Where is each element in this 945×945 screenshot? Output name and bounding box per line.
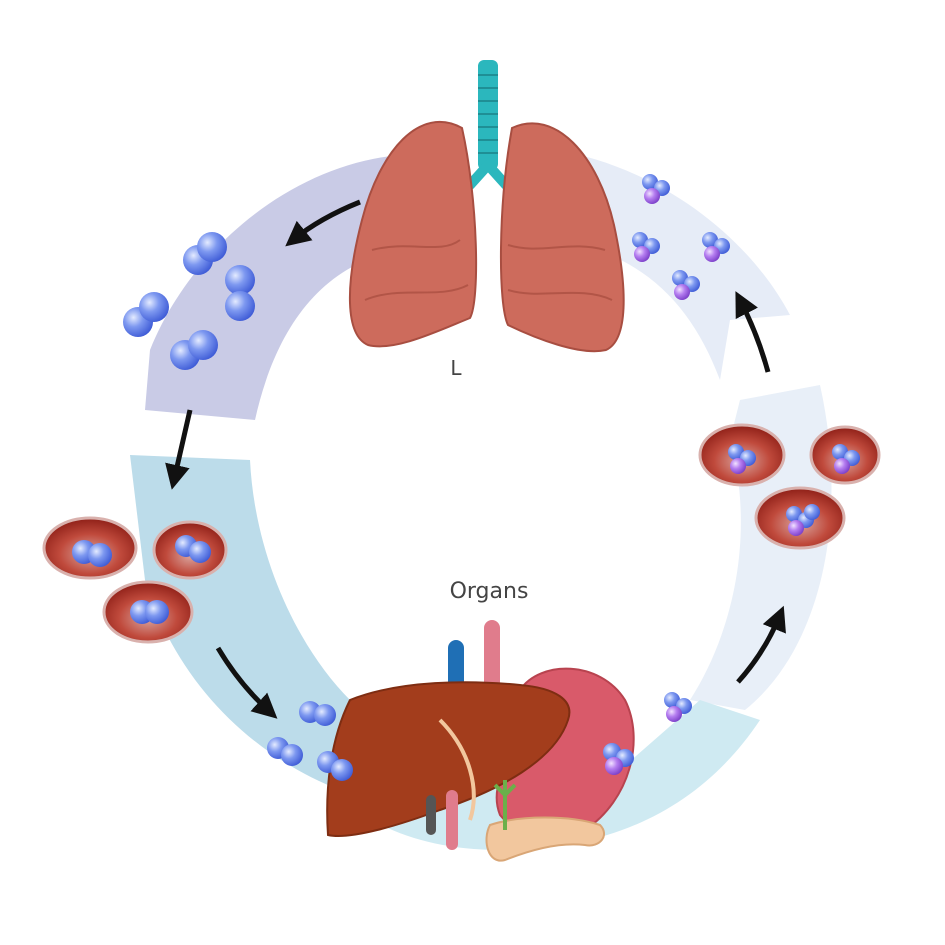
blue-molecule-icon xyxy=(317,751,353,781)
red-blood-cell-icon xyxy=(698,423,786,487)
purple-molecule-icon xyxy=(642,174,670,204)
blue-molecule-icon xyxy=(170,330,218,370)
red-blood-cell-icon xyxy=(809,425,881,485)
blue-molecule-icon xyxy=(183,232,227,275)
right-lung xyxy=(499,122,625,353)
lungs-icon xyxy=(349,60,625,353)
cycle-arrow-icon xyxy=(165,409,193,490)
organs-icon xyxy=(326,620,635,862)
band-right xyxy=(690,385,832,710)
cycle-arrow-icon xyxy=(215,646,278,719)
red-blood-cell-icon xyxy=(102,580,194,644)
purple-molecule-icon xyxy=(702,232,730,262)
band-bottom xyxy=(340,700,760,850)
blue-molecule-group xyxy=(123,232,353,781)
left-lung xyxy=(349,121,478,348)
blue-molecule-icon xyxy=(225,265,255,321)
red-blood-cell-icon xyxy=(152,520,228,580)
blue-molecule-icon xyxy=(123,292,169,337)
cycle-arrows xyxy=(165,199,786,719)
red-blood-cell-icon xyxy=(42,516,138,580)
band-right-top xyxy=(555,150,790,380)
purple-molecule-icon xyxy=(603,743,634,775)
blue-molecule-icon xyxy=(267,737,303,766)
organs-label: Organs xyxy=(450,579,529,604)
red-blood-cell-group-left xyxy=(42,516,228,644)
cycle-arrow-icon xyxy=(736,605,786,684)
cycle-arrow-icon xyxy=(285,199,361,247)
cycle-arrow-icon xyxy=(735,291,771,373)
liver xyxy=(326,681,571,837)
lungs-label: L xyxy=(450,356,462,380)
red-blood-cell-icon xyxy=(754,486,846,550)
purple-molecule-icon xyxy=(664,692,692,722)
red-blood-cell-group-right xyxy=(698,423,881,550)
pancreas xyxy=(485,816,605,862)
purple-molecule-icon xyxy=(632,232,660,262)
purple-molecule-icon xyxy=(672,270,700,300)
purple-molecule-group xyxy=(603,174,730,775)
blue-molecule-icon xyxy=(299,701,336,726)
